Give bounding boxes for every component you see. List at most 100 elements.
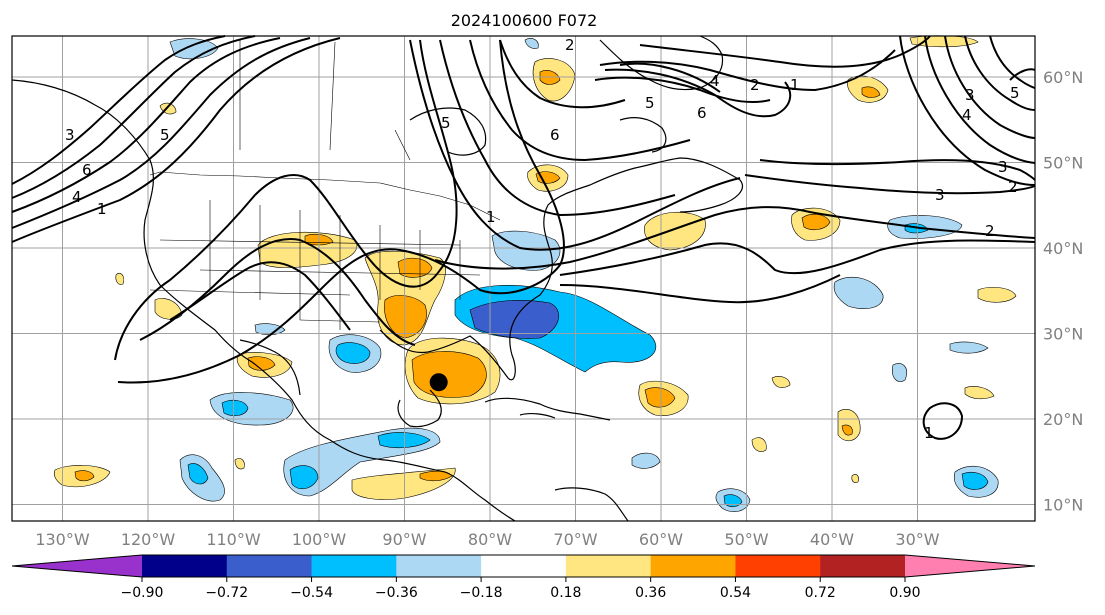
negative-anomaly-core xyxy=(961,471,989,490)
longitude-label: 120°W xyxy=(121,530,176,549)
colorbar-segment xyxy=(311,555,397,577)
contour-line xyxy=(619,62,721,93)
contour-line xyxy=(409,39,741,251)
map-title: 2024100600 F072 xyxy=(451,11,598,30)
latitude-label: 50°N xyxy=(1043,154,1083,173)
contour-line xyxy=(434,206,1036,270)
contour-label: 2 xyxy=(1008,178,1018,196)
contour-label: 5 xyxy=(441,114,451,132)
contour-label: 4 xyxy=(962,106,972,124)
positive-anomaly-region xyxy=(644,211,706,251)
contour-line xyxy=(759,159,1036,181)
colorbar-tick-label: −0.36 xyxy=(375,585,418,601)
colorbar-segment xyxy=(481,555,567,577)
longitude-labels: 130°W 120°W 110°W 100°W 90°W 80°W 70°W 60°W 50°W… xyxy=(35,530,939,549)
contour-label: 1 xyxy=(924,424,934,442)
longitude-label: 110°W xyxy=(206,530,261,549)
colorbar-extend-high xyxy=(905,555,1035,577)
contour-label: 2 xyxy=(985,222,995,240)
negative-anomaly-region xyxy=(491,230,561,271)
positive-anomaly-core xyxy=(397,257,433,278)
colorbar: −0.90 −0.72 −0.54 −0.36 −0.18 0.18 0.36 0.54 0.7… xyxy=(11,554,1036,601)
latitude-label: 30°N xyxy=(1043,325,1083,344)
positive-anomaly-core xyxy=(74,470,95,482)
latitude-label: 20°N xyxy=(1043,410,1083,429)
negative-anomaly-core xyxy=(221,399,249,417)
positive-anomaly-region xyxy=(115,272,125,285)
positive-anomaly-region xyxy=(977,287,1017,303)
positive-anomaly-core xyxy=(801,213,831,231)
latitude-label: 10°N xyxy=(1043,496,1083,515)
colorbar-tick-label: −0.90 xyxy=(121,585,164,601)
contour-line xyxy=(922,402,964,440)
colorbar-segment xyxy=(565,555,652,577)
longitude-label: 90°W xyxy=(382,530,426,549)
contour-line xyxy=(114,39,458,361)
negative-anomaly-region xyxy=(833,276,884,309)
contour-line xyxy=(744,174,1036,195)
contour-line xyxy=(559,274,841,304)
contour-line xyxy=(439,39,676,217)
contour-label: 3 xyxy=(965,86,975,104)
negative-anomaly-core xyxy=(723,494,743,508)
contour-line xyxy=(469,39,691,162)
contour-labels: 1 2 3 4 5 6 1 2 3 4 5 6 6 5 4 3 2 1 3 2 … xyxy=(65,36,1020,442)
latitude-labels: 60°N 50°N 40°N 30°N 20°N 10°N xyxy=(1043,68,1083,515)
negative-anomaly-core xyxy=(335,342,371,364)
colorbar-tick-label: 0.90 xyxy=(889,585,920,601)
political-borders xyxy=(149,40,501,330)
contour-label: 3 xyxy=(65,126,75,144)
colorbar-tick-label: −0.72 xyxy=(205,585,248,601)
contour-line xyxy=(964,35,1036,111)
positive-anomaly-region xyxy=(964,386,995,400)
positive-anomaly-region xyxy=(837,409,861,441)
contour-label: 5 xyxy=(645,94,655,112)
longitude-label: 70°W xyxy=(553,530,597,549)
positive-anomaly-core xyxy=(247,356,276,371)
positive-anomaly-region xyxy=(751,437,767,452)
contour-label: 2 xyxy=(750,76,760,94)
negative-anomaly-region xyxy=(892,363,907,382)
positive-anomaly-region xyxy=(234,458,245,470)
plot-area: 1 2 3 4 5 6 1 2 3 4 5 6 6 5 4 3 2 1 3 2 … xyxy=(11,35,1036,522)
contour-label: 6 xyxy=(697,104,707,122)
colorbar-tick-label: 0.18 xyxy=(550,585,581,601)
contour-line xyxy=(594,76,771,103)
contour-line xyxy=(1009,68,1036,81)
colorbar-segment xyxy=(396,555,482,577)
colorbar-segment xyxy=(226,555,313,577)
longitude-label: 100°W xyxy=(292,530,347,549)
longitude-label: 40°W xyxy=(810,530,854,549)
latitude-label: 40°N xyxy=(1043,239,1083,258)
contour-label: 6 xyxy=(550,126,560,144)
latitude-label: 60°N xyxy=(1043,68,1083,87)
contour-line xyxy=(11,37,341,243)
positive-anomaly-region xyxy=(771,376,791,388)
positive-anomaly-region xyxy=(154,298,183,320)
positive-anomaly-region xyxy=(851,474,859,483)
contour-label: 2 xyxy=(565,36,575,54)
contour-label: 1 xyxy=(97,200,107,218)
positive-anomaly-core xyxy=(644,387,676,408)
negative-anomaly-region xyxy=(524,38,539,49)
storm-center-dot xyxy=(429,373,448,392)
negative-anomaly-core xyxy=(289,465,319,490)
longitude-label: 30°W xyxy=(895,530,939,549)
contour-line xyxy=(599,49,896,92)
negative-anomaly-core xyxy=(187,463,209,485)
contour-label: 4 xyxy=(72,188,82,206)
negative-anomaly-region xyxy=(169,38,219,60)
contour-line xyxy=(989,35,1036,89)
contour-line xyxy=(559,239,1036,276)
contour-line xyxy=(11,35,226,185)
longitude-label: 130°W xyxy=(35,530,90,549)
longitude-label: 60°W xyxy=(639,530,683,549)
contour-line xyxy=(899,35,1036,186)
longitude-label: 80°W xyxy=(468,530,512,549)
colorbar-tick-label: 0.54 xyxy=(720,585,751,601)
colorbar-segment xyxy=(820,555,906,577)
colorbar-segment xyxy=(650,555,736,577)
colorbar-tick-label: −0.18 xyxy=(460,585,503,601)
contour-label: 3 xyxy=(998,158,1008,176)
